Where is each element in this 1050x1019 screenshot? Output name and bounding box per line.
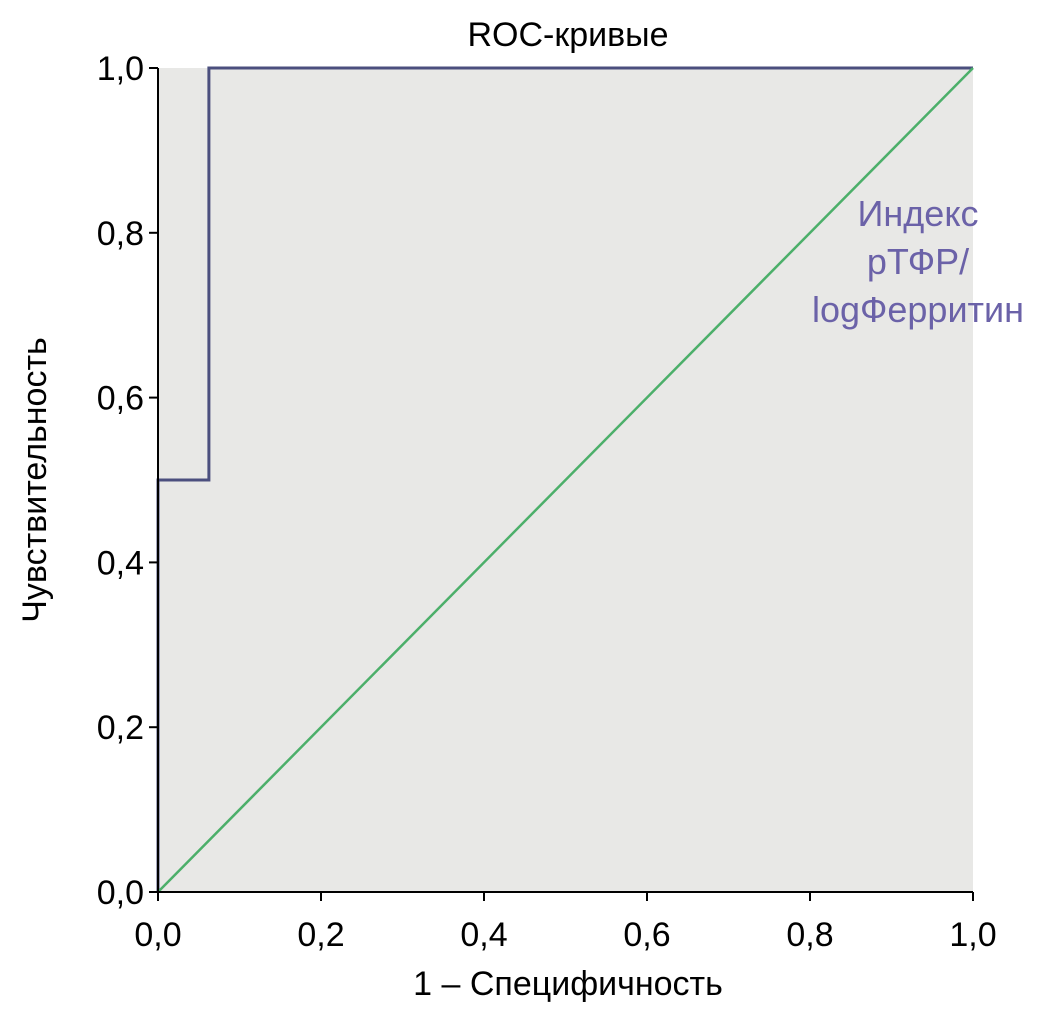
y-ticks: 0,0 0,2 0,4 0,6 0,8 1,0: [97, 50, 158, 912]
x-ticks: 0,0 0,2 0,4 0,6 0,8 1,0: [134, 892, 997, 954]
x-tick-label: 0,0: [134, 916, 181, 954]
x-tick-label: 1,0: [949, 916, 996, 954]
x-tick-label: 0,6: [623, 916, 670, 954]
series-labels: Индекс рТФР/logФерритин: [812, 193, 1024, 330]
x-tick-label: 0,8: [786, 916, 833, 954]
y-tick-label: 0,6: [97, 380, 144, 418]
x-tick-label: 0,4: [460, 916, 507, 954]
series-label-line: рТФР/: [867, 241, 969, 282]
series-label-line: Индекс: [858, 193, 979, 234]
series-label-line: logФерритин: [812, 289, 1024, 330]
axes-layer: [157, 68, 973, 893]
x-axis-title: 1 – Специфичность: [413, 965, 723, 1003]
series-line-reference-diagonal: [157, 67, 974, 893]
y-tick-label: 0,8: [97, 215, 144, 253]
y-tick-label: 1,0: [97, 50, 144, 88]
y-tick-label: 0,4: [97, 544, 144, 582]
x-tick-label: 0,2: [297, 916, 344, 954]
y-axis-title: Чувствительность: [16, 337, 54, 622]
y-tick-label: 0,0: [97, 874, 144, 912]
y-tick-label: 0,2: [97, 709, 144, 747]
chart-title: ROC-кривые: [467, 16, 668, 54]
